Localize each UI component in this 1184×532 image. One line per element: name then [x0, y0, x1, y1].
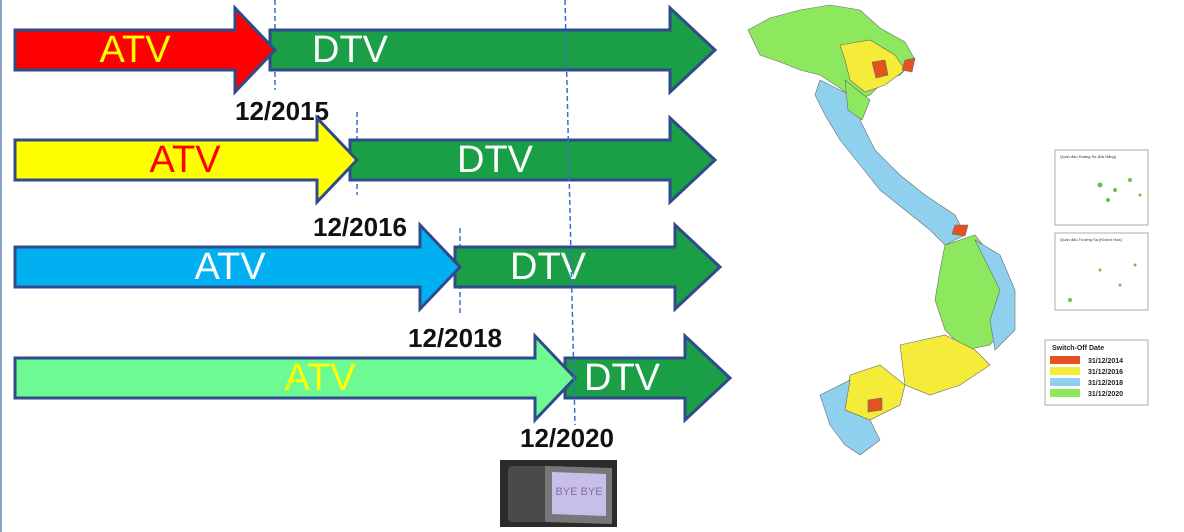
legend: Switch-Off Date 31/12/2014 31/12/2016 31… — [1045, 340, 1148, 405]
island-label: Quần đảo Trường Sa (Khánh Hoà) — [1060, 237, 1122, 242]
dtv-label: DTV — [312, 29, 389, 71]
date-label: 12/2018 — [408, 323, 502, 353]
tv-text: BYE BYE — [555, 486, 602, 498]
dtv-label: DTV — [584, 357, 661, 399]
atv-label: ATV — [284, 357, 356, 399]
date-label: 12/2020 — [520, 423, 614, 453]
legend-item: 31/12/2020 — [1088, 391, 1123, 398]
legend-item: 31/12/2018 — [1088, 380, 1123, 387]
dtv-label: DTV — [457, 139, 534, 181]
island-label: Quần đảo Hoàng Sa (Đà Nẵng) — [1060, 154, 1117, 159]
atv-label: ATV — [149, 139, 221, 181]
tv-image: BYE BYE — [500, 460, 617, 527]
slide: ATV DTV 12/2015 ATV DTV 12/2016 ATV DTV … — [0, 0, 1184, 532]
atv-label: ATV — [99, 29, 171, 71]
date-label: 12/2015 — [235, 96, 329, 126]
atv-label: ATV — [194, 246, 266, 288]
legend-item: 31/12/2014 — [1088, 358, 1123, 365]
dtv-label: DTV — [510, 246, 587, 288]
date-label: 12/2016 — [313, 212, 407, 242]
legend-item: 31/12/2016 — [1088, 369, 1123, 376]
legend-title: Switch-Off Date — [1052, 345, 1104, 352]
